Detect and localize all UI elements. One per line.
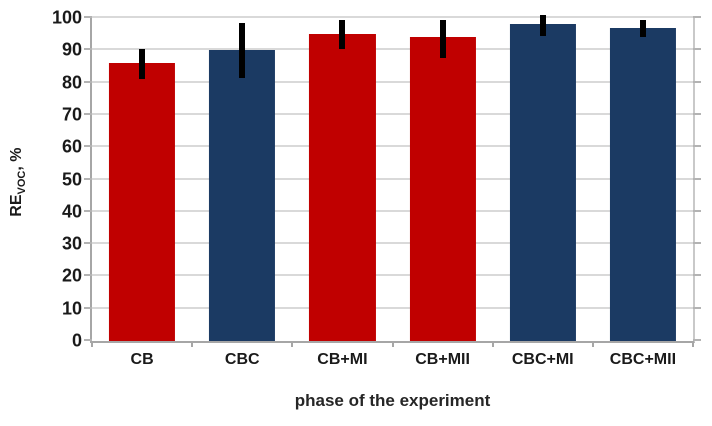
x-cat-label-CBC+MII: CBC+MII: [609, 351, 677, 368]
bar-CBC: [209, 50, 276, 341]
y-tick-left-80: [84, 80, 92, 83]
y-tick-label-80: 80: [61, 72, 82, 93]
y-tick-right-30: [693, 242, 701, 245]
error-bar-CB+MI: [339, 19, 346, 49]
gridline-y-20: [92, 274, 693, 277]
y-tick-left-0: [84, 339, 92, 341]
bar-slot-CBC: CBC: [192, 18, 292, 368]
x-tick-5: [591, 341, 594, 347]
x-tick-0: [91, 341, 93, 347]
error-bar-CBC+MI: [539, 14, 546, 36]
y-tick-left-50: [84, 177, 92, 180]
gridline-y-90: [92, 48, 693, 51]
y-axis-title: REVOC, %: [7, 147, 29, 217]
bar-slot-CB: CB: [92, 18, 192, 368]
bar-slot-CB+MII: CB+MII: [393, 18, 493, 368]
y-tick-right-40: [693, 209, 701, 212]
y-tick-right-80: [693, 80, 701, 83]
gridline-y-30: [92, 242, 693, 245]
y-tick-label-50: 50: [61, 169, 82, 189]
y-tick-right-60: [693, 145, 701, 148]
y-tick-right-10: [693, 306, 701, 309]
bar-CB+MII: [409, 37, 476, 341]
x-axis-title: phase of the experiment: [294, 391, 491, 410]
gridline-y-80: [92, 80, 693, 83]
bar-CB+MI: [309, 34, 376, 341]
y-tick-label-60: 60: [61, 136, 82, 157]
y-tick-label-100: 100: [51, 7, 82, 28]
plot-area: 0 10 20 30 40 50 60 70 80 90 100 CB CBC CB+MI CB+MII CB…: [52, 8, 701, 368]
gridline-y-100: [92, 16, 693, 18]
y-tick-left-40: [84, 209, 92, 212]
y-tick-left-90: [84, 48, 92, 51]
error-bar-CB: [139, 48, 146, 80]
gridline-y-50: [92, 177, 693, 180]
y-tick-left-20: [84, 274, 92, 277]
x-tick-4: [491, 341, 494, 347]
y-tick-left-30: [84, 242, 92, 245]
y-tick-label-40: 40: [61, 201, 82, 222]
y-axis-title-subscript: VOC: [16, 170, 29, 195]
y-tick-label-90: 90: [61, 39, 82, 60]
y-tick-right-90: [693, 48, 701, 51]
error-bar-CBC: [239, 22, 246, 78]
bar-CBC+MII: [609, 27, 676, 341]
y-tick-label-10: 10: [61, 298, 82, 319]
y-tick-right-70: [693, 112, 701, 115]
y-tick-right-20: [693, 274, 701, 277]
x-cat-label-CB: CB: [130, 351, 154, 368]
y-tick-right-100: [693, 16, 701, 18]
y-tick-left-100: [84, 16, 92, 18]
y-tick-left-60: [84, 145, 92, 148]
error-bar-CB+MII: [439, 19, 446, 59]
y-tick-left-10: [84, 306, 92, 309]
y-tick-label-70: 70: [61, 104, 82, 125]
x-cat-label-CB+MI: CB+MI: [317, 351, 368, 368]
x-cat-label-CBC: CBC: [224, 351, 260, 368]
y-tick-label-20: 20: [61, 265, 82, 286]
y-tick-label-30: 30: [61, 233, 82, 254]
bar-slot-CB+MI: CB+MI: [292, 18, 392, 368]
bar-CBC+MI: [509, 24, 576, 341]
x-tick-6: [692, 341, 694, 347]
y-tick-right-50: [693, 177, 701, 180]
y-tick-right-0: [693, 339, 701, 341]
x-cat-label-CB+MII: CB+MII: [415, 351, 470, 368]
bar-slot-CBC+MI: CBC+MI: [493, 14, 593, 368]
gridline-y-70: [92, 112, 693, 115]
gridline-y-60: [92, 145, 693, 148]
x-tick-3: [391, 341, 394, 347]
y-tick-label-0: 0: [71, 330, 82, 351]
gridline-y-10: [92, 306, 693, 309]
bar-CB: [109, 63, 176, 341]
error-bar-CBC+MII: [639, 19, 646, 38]
gridline-y-40: [92, 209, 693, 212]
bar-slot-CBC+MII: CBC+MII: [593, 18, 693, 368]
x-tick-1: [191, 341, 194, 347]
x-cat-label-CBC+MI: CBC+MI: [511, 351, 574, 368]
y-tick-left-70: [84, 112, 92, 115]
x-tick-2: [291, 341, 294, 347]
